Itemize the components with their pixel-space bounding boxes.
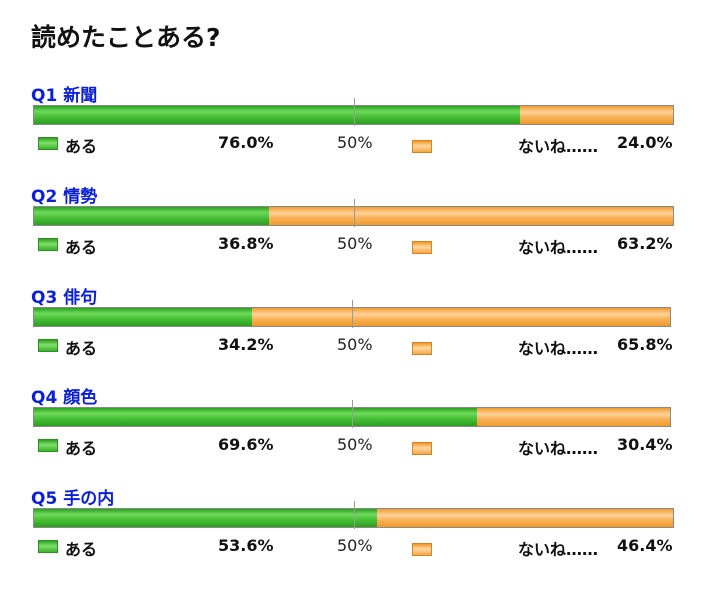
question-block: Q3 俳句 ある 34.2% 50% ないね…… 65.8%	[0, 283, 705, 383]
question-label: Q1 新聞	[31, 86, 98, 106]
midpoint-label: 50%	[337, 536, 373, 555]
yes-swatch-icon	[38, 238, 58, 251]
bar-segment-no	[269, 207, 673, 225]
midpoint-tick	[354, 98, 355, 126]
no-label: ないね……	[518, 540, 599, 559]
legend-row: ある 36.8% 50% ないね…… 63.2%	[0, 234, 705, 257]
chart-title: 読めたことある?	[31, 23, 221, 52]
yes-swatch-icon	[38, 540, 58, 553]
bar-segment-no	[252, 308, 670, 326]
yes-value-label: 76.0%	[218, 133, 274, 152]
question-label: Q4 顔色	[31, 388, 98, 408]
legend-row: ある 76.0% 50% ないね…… 24.0%	[0, 133, 705, 156]
yes-value-label: 69.6%	[218, 435, 274, 454]
yes-value-label: 34.2%	[218, 335, 274, 354]
yes-value-label: 53.6%	[218, 536, 274, 555]
no-swatch-icon	[412, 442, 432, 455]
no-swatch-icon	[412, 342, 432, 355]
no-label: ないね……	[518, 238, 599, 257]
yes-swatch-icon	[38, 137, 58, 150]
yes-label: ある	[65, 137, 98, 156]
yes-label: ある	[65, 439, 98, 458]
no-swatch-icon	[412, 140, 432, 153]
yes-label: ある	[65, 540, 98, 559]
midpoint-tick	[352, 300, 353, 328]
yes-label: ある	[65, 238, 98, 257]
bar-segment-yes	[34, 308, 252, 326]
no-swatch-icon	[412, 241, 432, 254]
midpoint-tick	[354, 501, 355, 529]
midpoint-tick	[352, 400, 353, 428]
stacked-bar	[33, 300, 671, 328]
stacked-bar	[33, 501, 674, 529]
midpoint-label: 50%	[337, 435, 373, 454]
stacked-bar	[33, 199, 674, 227]
bar-segment-no	[377, 509, 673, 527]
yes-label: ある	[65, 339, 98, 358]
question-block: Q5 手の内 ある 53.6% 50% ないね…… 46.4%	[0, 484, 705, 584]
question-label: Q5 手の内	[31, 489, 115, 509]
stacked-bar	[33, 98, 674, 126]
question-label: Q2 情勢	[31, 187, 98, 207]
bar-segment-yes	[34, 207, 269, 225]
legend-row: ある 69.6% 50% ないね…… 30.4%	[0, 435, 705, 458]
yes-swatch-icon	[38, 439, 58, 452]
no-label: ないね……	[518, 137, 599, 156]
question-block: Q2 情勢 ある 36.8% 50% ないね…… 63.2%	[0, 182, 705, 282]
stacked-bar	[33, 400, 671, 428]
legend-row: ある 53.6% 50% ないね…… 46.4%	[0, 536, 705, 559]
bar-segment-yes	[34, 509, 377, 527]
question-label: Q3 俳句	[31, 288, 98, 308]
bar-segment-no	[520, 106, 673, 124]
question-block: Q1 新聞 ある 76.0% 50% ないね…… 24.0%	[0, 81, 705, 181]
no-label: ないね……	[518, 439, 599, 458]
midpoint-label: 50%	[337, 335, 373, 354]
no-value-label: 65.8%	[617, 335, 673, 354]
no-value-label: 30.4%	[617, 435, 673, 454]
no-value-label: 46.4%	[617, 536, 673, 555]
yes-swatch-icon	[38, 339, 58, 352]
no-label: ないね……	[518, 339, 599, 358]
midpoint-label: 50%	[337, 234, 373, 253]
legend-row: ある 34.2% 50% ないね…… 65.8%	[0, 335, 705, 358]
bar-segment-yes	[34, 408, 477, 426]
midpoint-label: 50%	[337, 133, 373, 152]
no-value-label: 63.2%	[617, 234, 673, 253]
midpoint-tick	[354, 199, 355, 227]
bar-segment-no	[477, 408, 670, 426]
no-value-label: 24.0%	[617, 133, 673, 152]
yes-value-label: 36.8%	[218, 234, 274, 253]
bar-segment-yes	[34, 106, 520, 124]
question-block: Q4 顔色 ある 69.6% 50% ないね…… 30.4%	[0, 383, 705, 483]
no-swatch-icon	[412, 543, 432, 556]
